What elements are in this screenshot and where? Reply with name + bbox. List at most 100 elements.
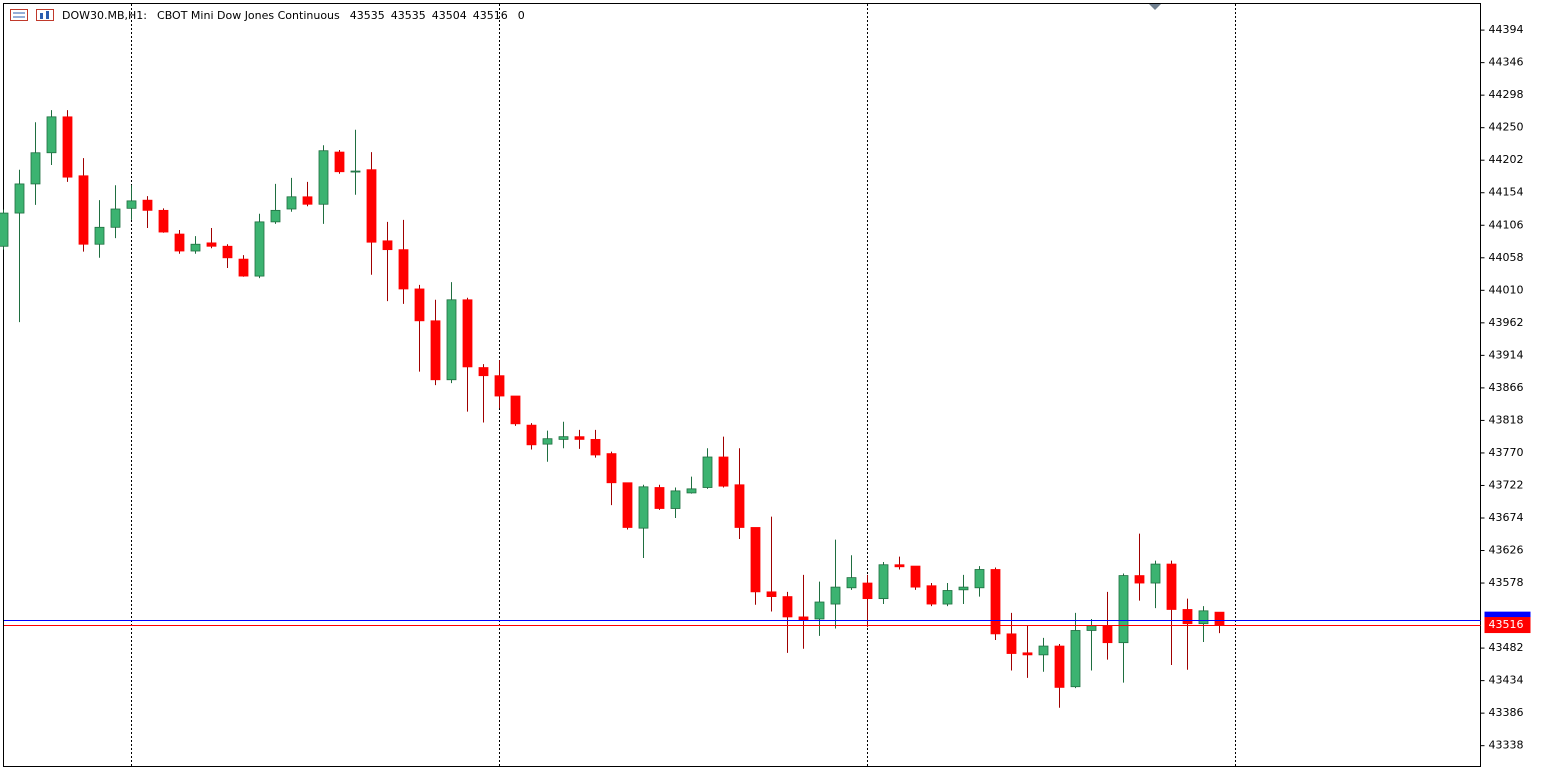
y-tick-label: 43674 [1489, 511, 1524, 524]
candle-body [286, 196, 297, 210]
candle-body [142, 199, 153, 211]
candle-body [94, 226, 105, 245]
candle-body [542, 438, 553, 445]
y-tick-label: 44202 [1489, 153, 1524, 166]
candle-body [798, 616, 809, 621]
candle-body [910, 565, 921, 588]
candle-body [206, 242, 217, 247]
y-tick-label: 43962 [1489, 316, 1524, 329]
candle-body [558, 436, 569, 440]
candle-body [638, 486, 649, 529]
candle-body [270, 209, 281, 223]
candle-body [190, 243, 201, 252]
icon-bar [40, 13, 43, 19]
candle-body [62, 116, 73, 178]
candle-body [430, 320, 441, 381]
candle-body [238, 258, 249, 277]
volume-value: 0 [517, 8, 525, 22]
y-tick-label: 43818 [1489, 413, 1524, 426]
candle-body [686, 488, 697, 494]
candle-body [158, 209, 169, 233]
candle-body [1086, 625, 1097, 631]
candle-body [718, 456, 729, 487]
candle-body [1102, 626, 1113, 644]
bid-label-box [1484, 617, 1531, 634]
candle-body [526, 424, 537, 446]
candle-body [494, 375, 505, 397]
candle-body [862, 582, 873, 600]
y-tick-label: 43626 [1489, 544, 1524, 557]
candle-body [702, 456, 713, 488]
candle-body [318, 150, 329, 205]
y-tick-label: 44058 [1489, 251, 1524, 264]
y-tick-label: 44106 [1489, 218, 1524, 231]
y-tick-label: 44250 [1489, 121, 1524, 134]
y-tick-label: 44346 [1489, 56, 1524, 69]
high-value: 43535 [390, 8, 426, 22]
candle-body [1054, 645, 1065, 688]
y-tick-label: 43482 [1489, 641, 1524, 654]
candle-body [398, 249, 409, 290]
candle-body [670, 490, 681, 509]
plot-frame [3, 3, 1481, 767]
candle-body [334, 151, 345, 173]
header-icons [10, 9, 54, 21]
candle-body [446, 299, 457, 381]
candle-body [350, 170, 361, 173]
candle-body [878, 564, 889, 600]
open-value: 43535 [349, 8, 385, 22]
candle-body [814, 601, 825, 620]
candle-body [1166, 563, 1177, 610]
candle-body [782, 596, 793, 618]
y-tick-label: 44394 [1489, 23, 1524, 36]
candle-body [174, 233, 185, 252]
candle-body [590, 438, 601, 456]
candle-body [622, 482, 633, 528]
candle-body [574, 436, 585, 440]
y-tick-label: 43866 [1489, 381, 1524, 394]
candle-body [382, 240, 393, 251]
candle-body [894, 564, 905, 568]
y-tick-label: 43338 [1489, 739, 1524, 752]
candle-body [1214, 611, 1225, 626]
symbol: DOW30.MB,H1: [62, 8, 148, 22]
candle-body [414, 288, 425, 322]
ask-label-box [1484, 611, 1531, 622]
candle-body [1150, 563, 1161, 584]
candle-body [0, 212, 9, 247]
candle-body [366, 169, 377, 243]
y-tick-label: 43386 [1489, 706, 1524, 719]
candle-body [46, 116, 57, 154]
candle-body [1006, 633, 1017, 654]
candle-body [926, 585, 937, 605]
candle-body [1134, 575, 1145, 584]
candle-body [478, 367, 489, 377]
chart-header: DOW30.MB,H1: CBOT Mini Dow Jones Continu… [10, 8, 525, 22]
candle-body [510, 395, 521, 425]
candle-body [1198, 610, 1209, 625]
y-tick-label: 44154 [1489, 186, 1524, 199]
candle-body [14, 183, 25, 214]
shift-marker [1149, 4, 1161, 10]
candle-body [1182, 609, 1193, 625]
candle-body [30, 152, 41, 185]
icon [10, 9, 28, 21]
y-tick-label: 43434 [1489, 674, 1524, 687]
description: CBOT Mini Dow Jones Continuous [157, 8, 340, 22]
candle-body [110, 208, 121, 228]
candle-body [606, 453, 617, 484]
close-value: 43516 [472, 8, 508, 22]
candle-body [990, 569, 1001, 635]
candle-body [830, 586, 841, 605]
bid-label: 43516 [1489, 618, 1524, 631]
y-tick-label: 43578 [1489, 576, 1524, 589]
candle-body [302, 196, 313, 205]
icon-bar [46, 11, 49, 19]
candle-body [1118, 575, 1129, 644]
candle-body [942, 590, 953, 605]
candle-body [1070, 630, 1081, 688]
y-tick-label: 43770 [1489, 446, 1524, 459]
y-tick-label: 43722 [1489, 478, 1524, 491]
